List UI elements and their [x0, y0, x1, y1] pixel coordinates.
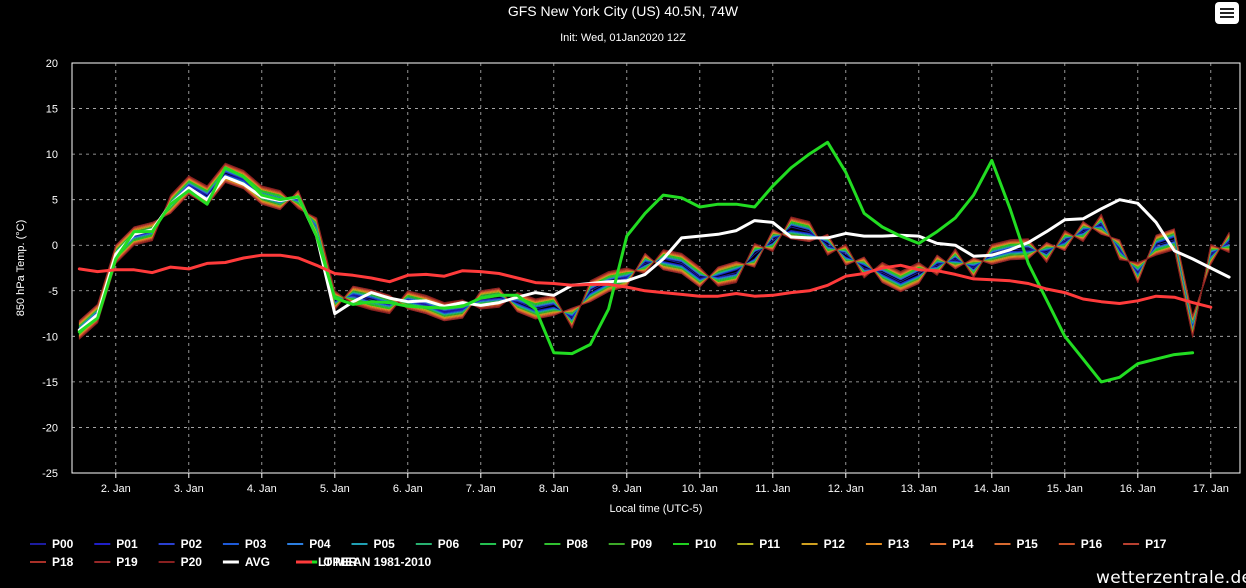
y-axis-label: 850 hPa Temp. (°C): [15, 220, 27, 317]
series-layer: [77, 140, 1231, 384]
series-line-p13[interactable]: [78, 179, 1230, 325]
y-tick-label: 20: [46, 58, 58, 70]
series-line-p20[interactable]: [78, 162, 1230, 340]
grid: [71, 62, 1241, 474]
series-line-p15[interactable]: [78, 180, 1230, 324]
legend-item-p06[interactable]: P06: [415, 537, 460, 551]
legend-item-lt-mean-1981-2010[interactable]: LT MEAN 1981-2010: [296, 555, 431, 569]
legend-label: P15: [1017, 537, 1039, 551]
legend-label: P19: [116, 555, 138, 569]
plot-frame: [71, 62, 1241, 474]
y-tick-label: -20: [42, 422, 58, 434]
series-line-lt-mean-1981-2010[interactable]: [77, 253, 1213, 309]
legend-item-p18[interactable]: P18: [30, 555, 74, 569]
legend-label: P10: [695, 537, 717, 551]
y-tick-label: -15: [42, 377, 58, 389]
legend-item-p00[interactable]: P00: [30, 537, 74, 551]
chart-title: GFS New York City (US) 40.5N, 74W: [508, 3, 739, 19]
legend-label: P09: [631, 537, 653, 551]
chart-subtitle: Init: Wed, 01Jan2020 12Z: [560, 32, 686, 44]
legend-label: LT MEAN 1981-2010: [318, 555, 431, 569]
y-axis: 20 15 10 5 0 -5 -10 -15 -20 -25: [42, 58, 58, 480]
legend-item-p16[interactable]: P16: [1058, 537, 1103, 551]
x-tick-label: 12. Jan: [828, 483, 864, 495]
y-tick-label: -25: [42, 468, 58, 480]
legend-label: P13: [888, 537, 910, 551]
x-tick-label: 7. Jan: [466, 483, 496, 495]
y-tick-label: 5: [52, 195, 58, 207]
legend-item-p07[interactable]: P07: [480, 537, 524, 551]
legend-item-p10[interactable]: P10: [673, 537, 717, 551]
x-tick-label: 15. Jan: [1047, 483, 1083, 495]
x-axis: 2. Jan 3. Jan 4. Jan 5. Jan 6. Jan 7. Jan 8. J…: [101, 473, 1229, 495]
legend-item-p17[interactable]: P17: [1123, 537, 1167, 551]
legend-label: P20: [181, 555, 203, 569]
legend: P00 P01 P02 P03 P04 P05 P06 P07 P08 P09 P10 P11 P12 P…: [30, 537, 1167, 569]
legend-item-p19[interactable]: P19: [94, 555, 138, 569]
legend-label: P06: [438, 537, 460, 551]
legend-item-p05[interactable]: P05: [351, 537, 396, 551]
legend-label: P01: [116, 537, 138, 551]
legend-label: P05: [374, 537, 396, 551]
legend-item-p11[interactable]: P11: [737, 537, 780, 551]
legend-item-p08[interactable]: P08: [544, 537, 588, 551]
legend-label: P02: [181, 537, 203, 551]
y-tick-label: 15: [46, 104, 58, 116]
x-tick-label: 17. Jan: [1193, 483, 1229, 495]
x-tick-label: 11. Jan: [755, 483, 790, 495]
legend-item-p09[interactable]: P09: [608, 537, 653, 551]
x-tick-label: 14. Jan: [974, 483, 1010, 495]
legend-item-p12[interactable]: P12: [801, 537, 846, 551]
legend-label: OPER: [323, 555, 357, 569]
legend-label: P07: [502, 537, 524, 551]
legend-label: P00: [52, 537, 74, 551]
x-tick-label: 10. Jan: [682, 483, 718, 495]
legend-label: AVG: [245, 555, 270, 569]
x-tick-label: 2. Jan: [101, 483, 131, 495]
legend-label: P11: [759, 537, 780, 551]
legend-item-p03[interactable]: P03: [222, 537, 267, 551]
legend-label: P04: [309, 537, 331, 551]
legend-label: P03: [245, 537, 267, 551]
legend-label: P08: [566, 537, 588, 551]
legend-label: P12: [824, 537, 846, 551]
series-line-p11[interactable]: [78, 178, 1230, 325]
x-tick-label: 13. Jan: [901, 483, 937, 495]
series-line-p05[interactable]: [78, 175, 1230, 328]
x-tick-label: 5. Jan: [320, 483, 350, 495]
legend-item-p04[interactable]: P04: [287, 537, 331, 551]
legend-item-p02[interactable]: P02: [158, 537, 203, 551]
legend-item-p13[interactable]: P13: [865, 537, 910, 551]
series-line-oper[interactable]: [77, 140, 1195, 384]
x-tick-label: 3. Jan: [174, 483, 204, 495]
legend-item-avg[interactable]: AVG: [222, 555, 270, 569]
series-line-p01[interactable]: [78, 173, 1230, 330]
legend-label: P17: [1145, 537, 1167, 551]
legend-item-p20[interactable]: P20: [158, 555, 203, 569]
y-tick-label: 10: [46, 149, 58, 161]
y-tick-label: 0: [52, 240, 58, 252]
x-tick-label: 9. Jan: [612, 483, 642, 495]
x-tick-label: 16. Jan: [1120, 483, 1156, 495]
legend-label: P18: [52, 555, 74, 569]
x-axis-label: Local time (UTC-5): [610, 503, 703, 515]
x-tick-label: 8. Jan: [539, 483, 569, 495]
legend-item-p01[interactable]: P01: [94, 537, 138, 551]
watermark: wetterzentrale.de: [1096, 568, 1246, 588]
x-tick-label: 4. Jan: [247, 483, 277, 495]
legend-label: P16: [1081, 537, 1103, 551]
y-tick-label: -5: [48, 286, 58, 298]
series-line-p03[interactable]: [78, 174, 1230, 329]
hamburger-menu-icon[interactable]: [1215, 2, 1239, 24]
legend-item-p15[interactable]: P15: [994, 537, 1039, 551]
y-tick-label: -10: [42, 331, 58, 343]
x-tick-label: 6. Jan: [393, 483, 423, 495]
legend-label: P14: [952, 537, 974, 551]
legend-item-p14[interactable]: P14: [930, 537, 974, 551]
